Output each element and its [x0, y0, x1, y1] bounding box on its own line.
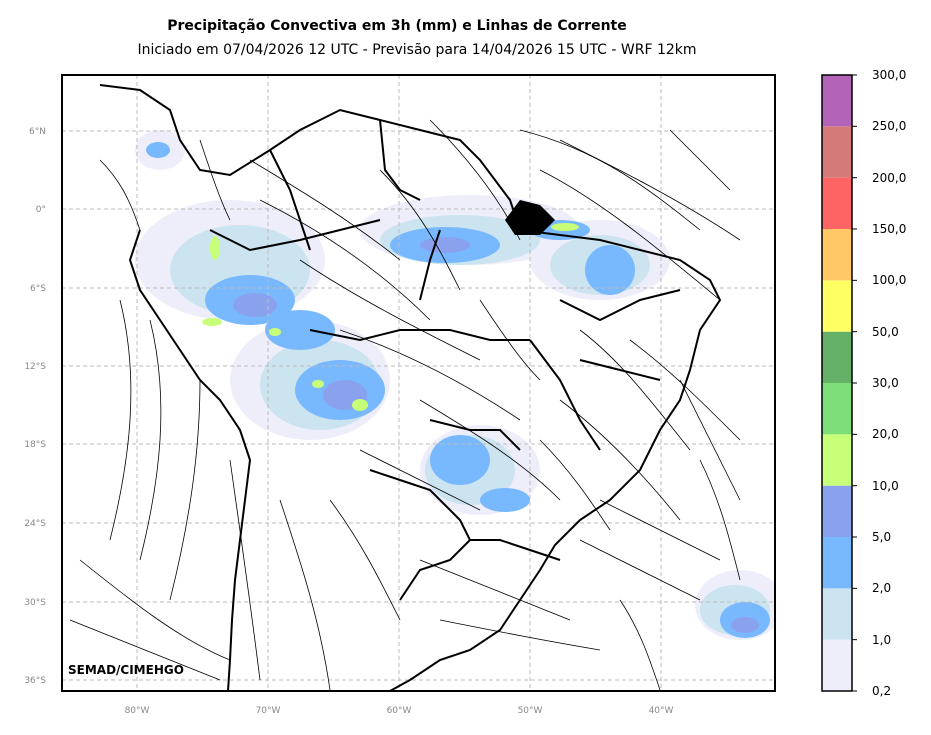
colorbar-level-label: 200,0: [872, 170, 907, 185]
colorbar: [822, 74, 857, 692]
lat-label: 6°S: [30, 284, 46, 294]
colorbar-level-label: 250,0: [872, 119, 907, 134]
colorbar-segment: [822, 383, 852, 435]
latitude-labels: 6°N 0° 6°S 12°S 18°S 24°S 30°S 36°S: [24, 127, 46, 686]
colorbar-segment: [822, 485, 852, 537]
map-title: Precipitação Convectiva em 3h (mm) e Lin…: [167, 18, 627, 34]
lat-label: 6°N: [29, 127, 46, 137]
colorbar-segment: [822, 229, 852, 281]
lat-label: 18°S: [24, 440, 46, 450]
colorbar-segment: [822, 280, 852, 332]
lat-label: 12°S: [24, 362, 46, 372]
lat-label: 30°S: [24, 598, 46, 608]
lon-label: 50°W: [518, 706, 543, 716]
streamlines: [69, 119, 741, 691]
colorbar-level-label: 2,0: [872, 581, 892, 596]
colorbar-level-label: 10,0: [872, 478, 899, 493]
colorbar-level-label: 0,2: [872, 684, 892, 698]
colorbar-segment: [822, 75, 852, 127]
colorbar-level-label: 150,0: [872, 222, 907, 236]
colorbar-segment: [822, 126, 852, 178]
colorbar-level-label: 20,0: [872, 427, 899, 442]
colorbar-level-label: 100,0: [872, 273, 907, 288]
precipitation-field: [135, 130, 775, 640]
colorbar-level-label: 1,0: [872, 632, 892, 647]
amazon-delta: [505, 200, 555, 235]
lat-label: 0°: [36, 205, 46, 215]
credit-label: SEMAD/CIMEHGO: [68, 663, 184, 677]
colorbar-level-label: 30,0: [872, 376, 899, 390]
lon-label: 80°W: [125, 706, 150, 716]
map-subtitle: Iniciado em 07/04/2026 12 UTC - Previsão…: [137, 42, 697, 58]
map-grid: [62, 75, 775, 691]
longitude-labels: 80°W 70°W 60°W 50°W 40°W: [125, 706, 674, 716]
colorbar-segment: [822, 639, 852, 691]
colorbar-frame: [821, 74, 853, 692]
colorbar-segment: [822, 331, 852, 383]
lon-label: 40°W: [649, 706, 674, 716]
colorbar-level-label: 300,0: [872, 68, 907, 82]
map-frame: [61, 74, 776, 692]
lon-label: 60°W: [387, 706, 412, 716]
lat-label: 24°S: [24, 519, 46, 529]
colorbar-segment: [822, 177, 852, 229]
lat-label: 36°S: [24, 676, 46, 686]
colorbar-segment: [822, 434, 852, 486]
country-borders: [99, 84, 722, 691]
colorbar-segment: [822, 588, 852, 640]
colorbar-segment: [822, 537, 852, 589]
colorbar-level-label: 5,0: [872, 530, 892, 544]
colorbar-level-label: 50,0: [872, 324, 899, 339]
lon-label: 70°W: [256, 706, 281, 716]
